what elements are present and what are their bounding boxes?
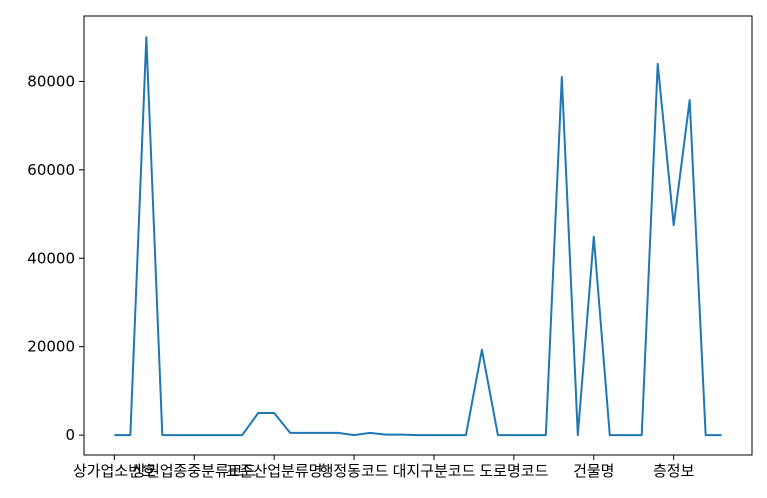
y-tick-label: 0 (65, 426, 75, 444)
x-tick-label: 대지구분코드 (393, 462, 476, 480)
y-tick-label: 60000 (27, 161, 75, 179)
line (114, 36, 722, 437)
x-tick-label: 건물명 (573, 462, 614, 480)
x-tick-label: 상가업소번호 (73, 462, 156, 480)
x-tick-label: 표준산업분류명 (226, 462, 323, 480)
y-tick-label: 20000 (27, 338, 75, 356)
x-tick-label: 도로명코드 (479, 462, 548, 480)
x-tick-label: 행정동코드 (320, 462, 389, 480)
x-tick-label: 상권업종중분류코드 (132, 462, 256, 480)
y-tick-label: 40000 (27, 249, 75, 267)
x-tick-label: 층정보 (653, 462, 695, 480)
plot-frame (83, 15, 753, 456)
y-tick-label: 80000 (27, 72, 75, 90)
